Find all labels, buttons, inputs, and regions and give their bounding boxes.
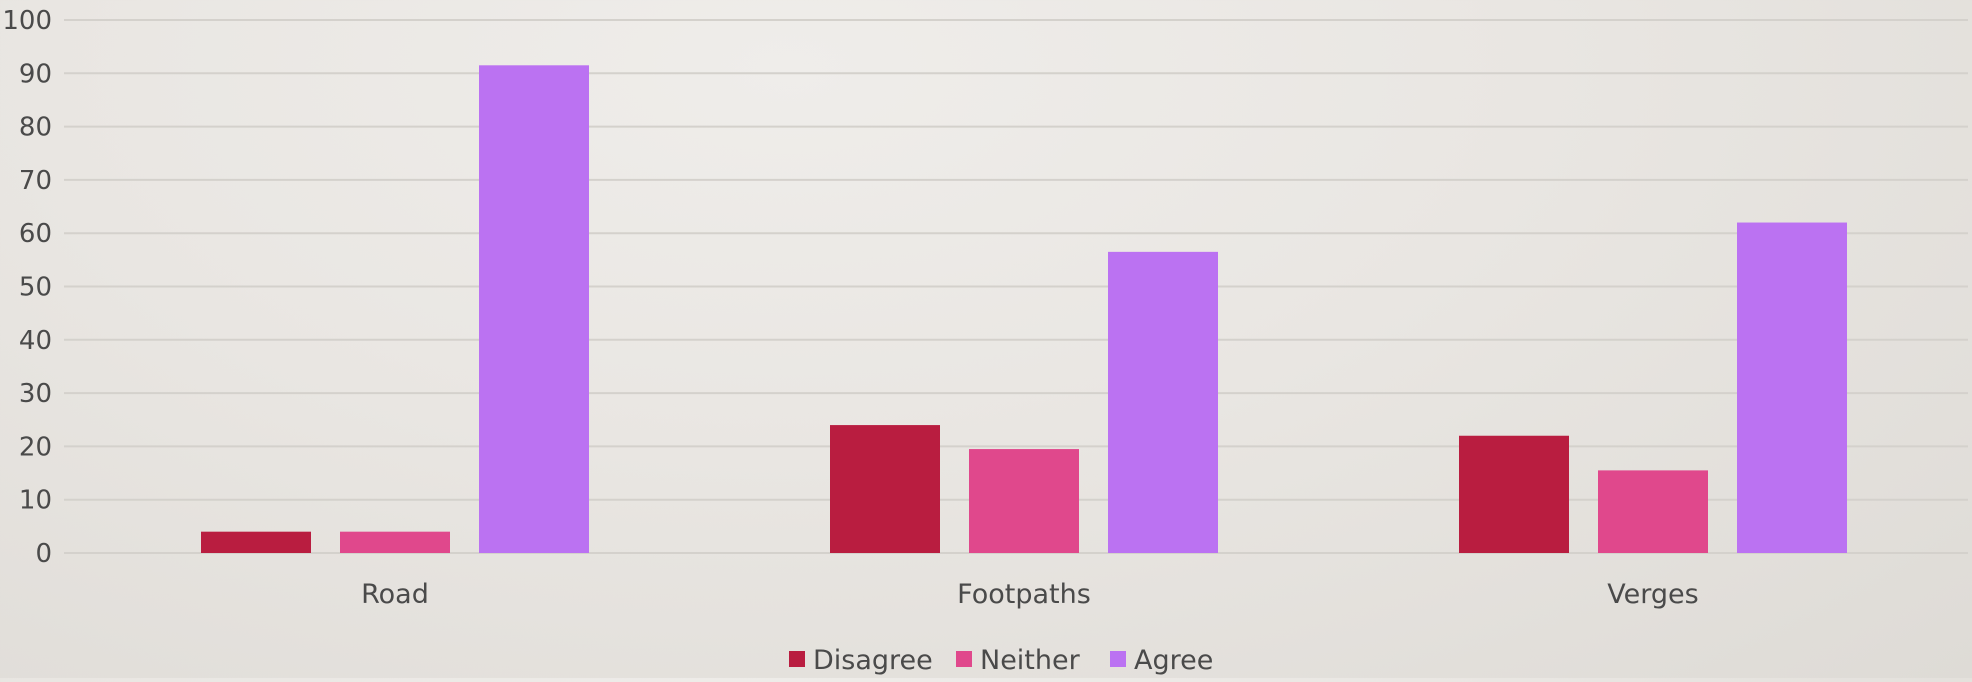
x-category-label: Verges <box>1607 579 1698 610</box>
legend: Disagree Neither Agree <box>789 645 1213 676</box>
x-axis-categories: Road Footpaths Verges <box>361 579 1699 610</box>
y-tick-label: 20 <box>19 432 52 462</box>
y-axis-ticks: 0 10 20 30 40 50 60 70 80 90 100 <box>2 6 52 569</box>
bar-agree-footpaths <box>1108 251 1218 554</box>
y-tick-label: 100 <box>2 6 52 36</box>
y-tick-label: 60 <box>19 219 52 249</box>
legend-label-agree: Agree <box>1134 645 1213 676</box>
y-tick-label: 10 <box>19 486 52 516</box>
bar-agree-verges <box>1737 222 1847 554</box>
y-tick-label: 40 <box>19 326 52 356</box>
y-tick-label: 90 <box>19 59 52 89</box>
bar-neither-road <box>340 531 450 553</box>
legend-swatch-agree <box>1110 651 1126 667</box>
bar-disagree-verges <box>1459 435 1569 553</box>
legend-swatch-disagree <box>789 651 805 667</box>
bars <box>201 65 1847 554</box>
y-tick-label: 80 <box>19 113 52 143</box>
y-tick-label: 30 <box>19 379 52 409</box>
x-category-label: Road <box>361 579 429 610</box>
y-tick-label: 70 <box>19 166 52 196</box>
y-tick-label: 50 <box>19 273 52 303</box>
bar-neither-footpaths <box>969 449 1079 553</box>
legend-swatch-neither <box>956 651 972 667</box>
bar-agree-road <box>479 65 589 554</box>
gridlines <box>64 19 1968 554</box>
bar-disagree-footpaths <box>830 425 940 553</box>
legend-label-neither: Neither <box>980 645 1081 676</box>
bar-disagree-road <box>201 531 311 553</box>
legend-label-disagree: Disagree <box>813 645 933 676</box>
bar-neither-verges <box>1598 470 1708 553</box>
y-tick-label: 0 <box>35 539 52 569</box>
x-category-label: Footpaths <box>957 579 1091 610</box>
